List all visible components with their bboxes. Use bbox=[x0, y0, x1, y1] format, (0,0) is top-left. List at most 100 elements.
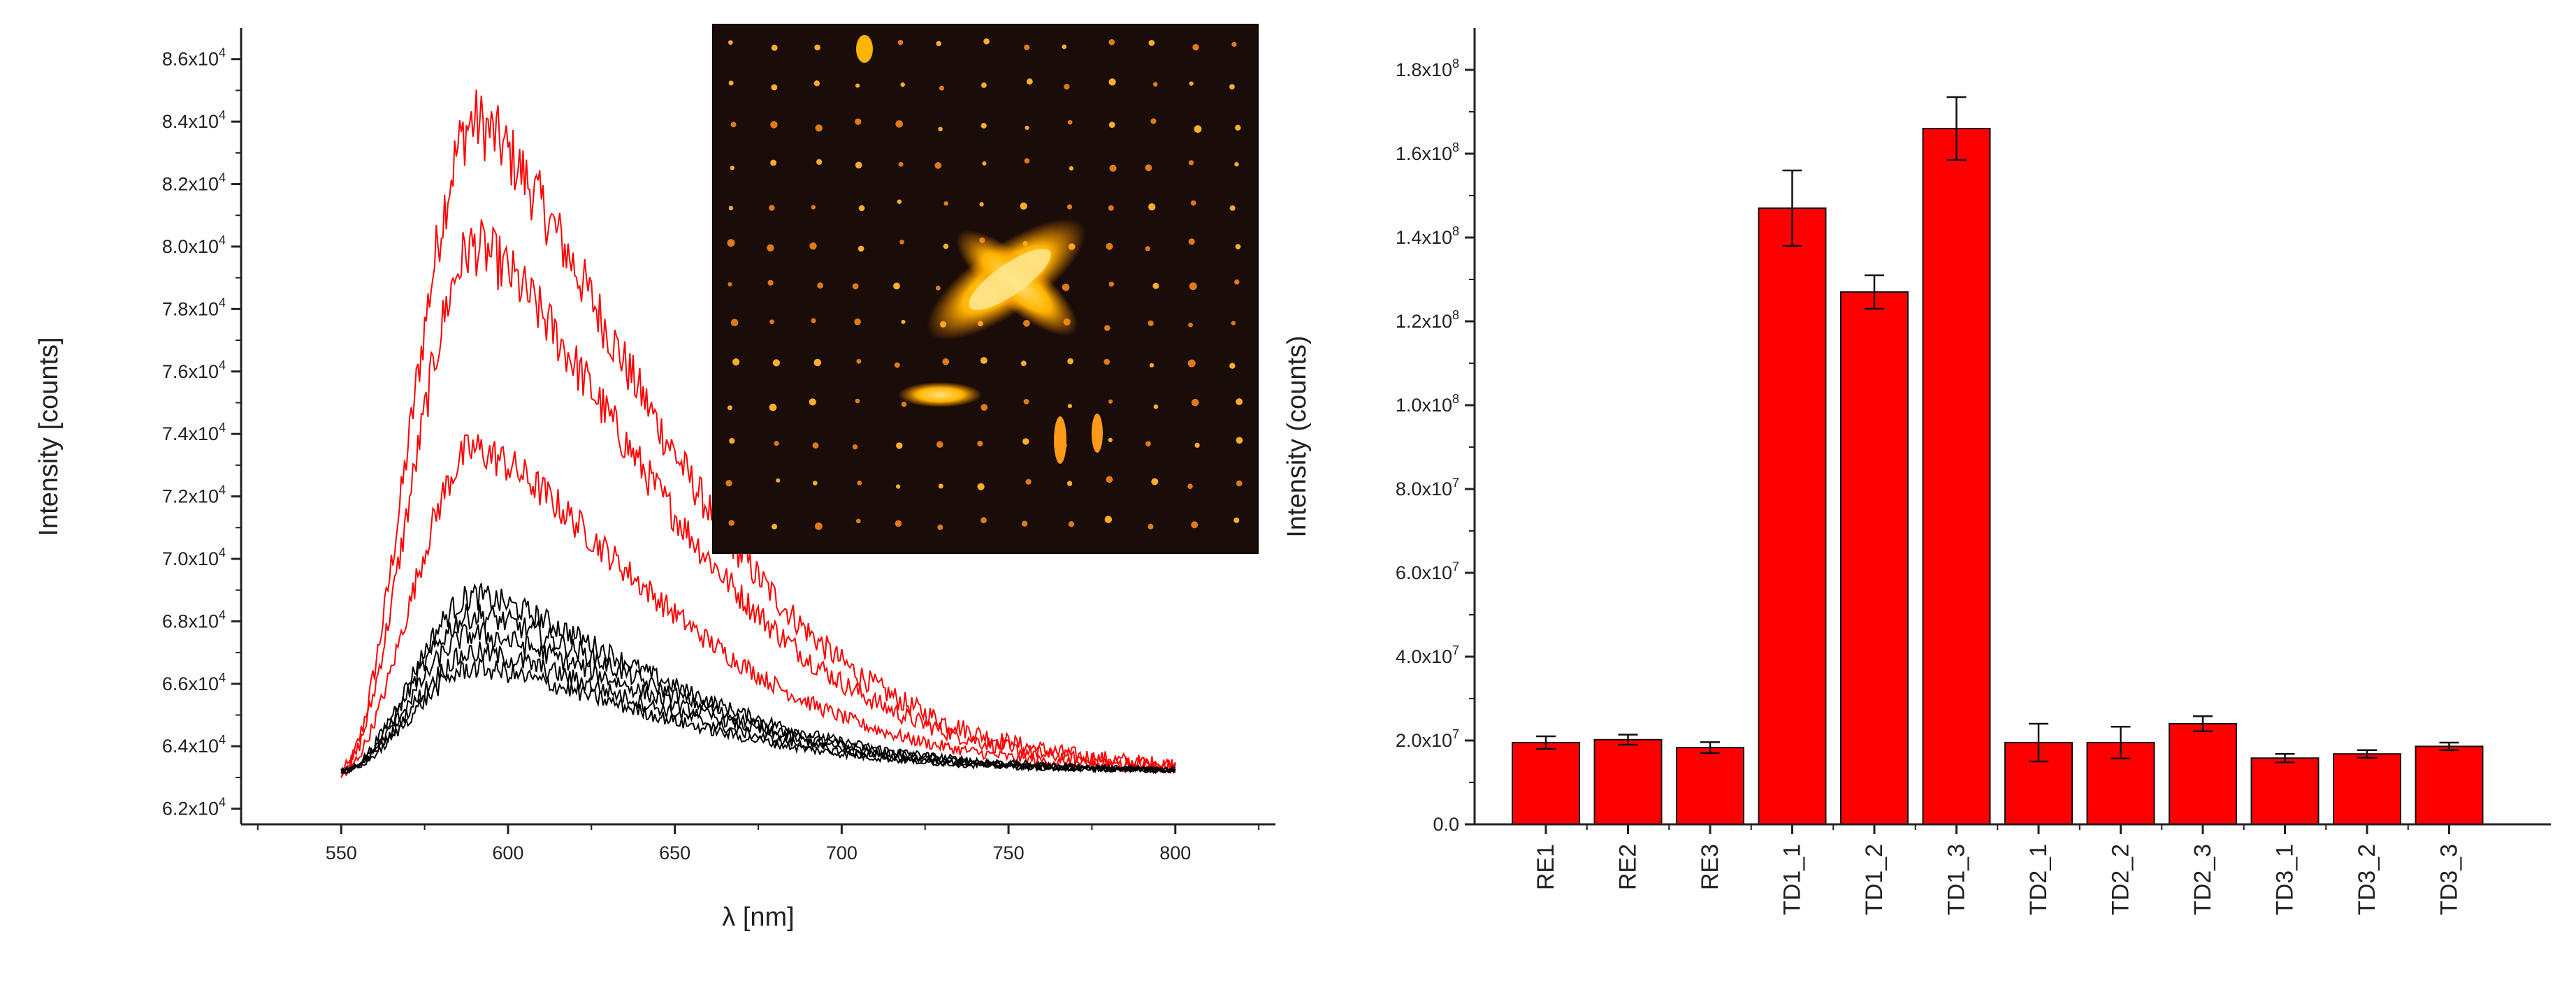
error-bar-TD3_3 bbox=[2439, 741, 2459, 752]
inset-particle bbox=[977, 440, 983, 447]
bar-TD1_1 bbox=[1758, 207, 1827, 825]
inset-particle bbox=[943, 243, 949, 249]
inset-particle bbox=[774, 441, 779, 446]
bar-axes bbox=[1473, 28, 2551, 826]
bar-x-tick-label: TD3_3 bbox=[2436, 844, 2463, 915]
inset-particle bbox=[772, 359, 780, 367]
inset-particle bbox=[815, 522, 823, 530]
inset-particle bbox=[769, 205, 775, 211]
inset-particle bbox=[938, 483, 943, 489]
inset-particle bbox=[901, 319, 906, 324]
bar-y-tick-label: 6.0x107 bbox=[1396, 560, 1459, 583]
bar-x-tick-label: TD2_2 bbox=[2108, 844, 2134, 915]
inset-particle bbox=[983, 38, 990, 45]
bar-y-tick-label: 1.8x108 bbox=[1396, 57, 1459, 80]
inset-particle bbox=[852, 283, 859, 290]
inset-particle bbox=[855, 83, 860, 88]
inset-particle bbox=[1148, 320, 1154, 326]
inset-particle bbox=[809, 398, 816, 406]
inset-particle bbox=[1189, 282, 1197, 291]
bar-RE1 bbox=[1512, 742, 1580, 825]
inset-particle bbox=[901, 401, 907, 407]
bar-x-tick-label: RE2 bbox=[1615, 844, 1642, 890]
inset-particle bbox=[1145, 164, 1152, 172]
inset-particle bbox=[937, 524, 943, 530]
inset-particle bbox=[1108, 78, 1116, 86]
spectrum-series-group bbox=[340, 89, 1176, 778]
inset-particle bbox=[1025, 126, 1029, 130]
spectrum-y-axis-title: Intensity [counts] bbox=[34, 337, 64, 536]
inset-particle bbox=[1104, 358, 1110, 365]
spectrum-x-tick-label: 650 bbox=[659, 842, 690, 863]
inset-particle bbox=[771, 45, 778, 51]
bar-TD3_1 bbox=[2250, 757, 2320, 825]
inset-particle bbox=[728, 282, 732, 286]
inset-particle bbox=[811, 205, 816, 210]
inset-particle bbox=[1104, 325, 1110, 331]
inset-particle bbox=[1148, 523, 1154, 530]
inset-particle bbox=[769, 403, 777, 411]
inset-particle bbox=[1024, 44, 1030, 50]
inset-particle bbox=[811, 318, 816, 323]
inset-particle bbox=[730, 166, 735, 170]
spectrum-y-tick-label: 6.4x104 bbox=[162, 733, 226, 757]
inset-particle bbox=[1108, 122, 1115, 129]
inset-particle bbox=[1024, 158, 1030, 163]
inset-particle bbox=[1189, 81, 1194, 86]
inset-particle bbox=[1236, 437, 1243, 444]
inset-particle bbox=[1106, 476, 1113, 483]
inset-particle bbox=[728, 405, 732, 411]
bar-RE3 bbox=[1676, 747, 1744, 825]
spectrum-x-tick-label: 700 bbox=[826, 842, 858, 863]
inset-particle bbox=[1187, 483, 1193, 489]
inset-particle bbox=[1187, 359, 1196, 367]
inset-particle bbox=[730, 122, 737, 128]
spectrum-y-tick-label: 6.6x104 bbox=[162, 671, 226, 694]
inset-particle bbox=[813, 80, 820, 87]
inset-particle bbox=[935, 285, 941, 291]
inset-particle bbox=[1234, 162, 1239, 167]
inset-particle bbox=[1150, 118, 1157, 124]
inset-particle bbox=[1108, 39, 1115, 45]
inset-particle bbox=[814, 44, 820, 51]
error-bar-TD2_1 bbox=[2029, 722, 2048, 763]
inset-particle bbox=[728, 40, 733, 45]
error-bar-TD3_1 bbox=[2275, 752, 2295, 764]
inset-particle bbox=[942, 358, 950, 365]
inset-particle bbox=[1153, 404, 1159, 409]
inset-particle bbox=[1231, 41, 1237, 47]
inset-particle bbox=[977, 483, 985, 490]
inset-particle-grid bbox=[725, 38, 1243, 530]
spectrum-series-line-3 bbox=[341, 434, 1176, 775]
inset-particle bbox=[1022, 438, 1029, 445]
intensity-bar-chart: 0.0 2.0x107 4.0x107 6.0x107 8.0x107 1.0x108 1.… bbox=[1282, 28, 2551, 915]
spectrum-x-ticks: 550 600 650 700 750 800 bbox=[256, 824, 1260, 863]
inset-particle bbox=[1106, 242, 1113, 250]
inset-particle bbox=[980, 357, 987, 364]
inset-particle bbox=[858, 245, 864, 252]
inset-particle bbox=[893, 282, 900, 290]
inset-lower-feature bbox=[898, 382, 982, 407]
inset-particle bbox=[815, 124, 823, 132]
bar-x-tick-label: TD1_2 bbox=[1861, 844, 1888, 915]
inset-particle bbox=[809, 242, 817, 250]
inset-particle bbox=[776, 478, 781, 483]
inset-particle bbox=[1151, 478, 1159, 486]
inset-particle bbox=[979, 202, 984, 207]
inset-particle bbox=[1062, 44, 1067, 50]
inset-particle bbox=[725, 480, 732, 487]
error-bar-TD1_1 bbox=[1782, 169, 1802, 247]
inset-particle bbox=[852, 444, 858, 450]
inset-cross-feature bbox=[927, 219, 1086, 340]
spectrum-y-tick-label: 7.6x104 bbox=[162, 358, 226, 382]
error-bar-TD2_2 bbox=[2111, 725, 2131, 760]
bar-x-tick-label: RE3 bbox=[1697, 844, 1723, 890]
spectrum-y-tick-label: 7.4x104 bbox=[162, 421, 226, 444]
inset-particle bbox=[1108, 282, 1115, 287]
inset-particle bbox=[728, 80, 734, 86]
inset-particle bbox=[1109, 164, 1117, 172]
inset-particle bbox=[1231, 321, 1236, 326]
bar-TD1_3 bbox=[1922, 128, 1991, 825]
inset-particle bbox=[1069, 166, 1073, 171]
